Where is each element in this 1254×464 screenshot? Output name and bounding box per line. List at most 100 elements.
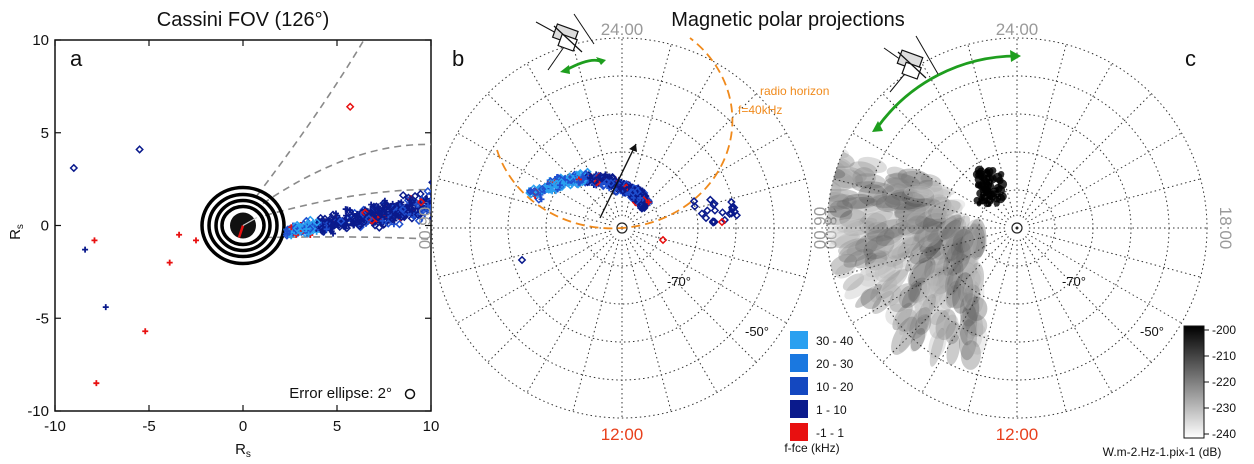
emission-patch (844, 271, 879, 300)
emission-patch (837, 217, 878, 233)
emission-patch (958, 229, 980, 258)
emission-patch (909, 280, 928, 302)
emission-patch (900, 170, 934, 190)
data-point-diamond (437, 215, 443, 221)
emission-patch (849, 161, 878, 177)
data-point-plus (91, 237, 98, 244)
local-time-meridian (1025, 93, 1152, 220)
emission-patch (965, 314, 988, 337)
data-point-plus (607, 174, 614, 181)
emission-patch (907, 256, 936, 288)
emission-patch (870, 231, 901, 256)
emission-patch (932, 266, 954, 295)
emission-patch (965, 266, 982, 290)
emission-patch (846, 235, 884, 256)
data-point-diamond (442, 203, 448, 209)
data-point-diamond (633, 187, 642, 196)
emission-peak (995, 193, 1006, 204)
emission-patch (960, 262, 976, 296)
data-point-diamond (428, 215, 431, 221)
emission-patch (931, 228, 952, 249)
data-point-plus (284, 227, 291, 234)
emission-patch (835, 262, 856, 279)
emission-patch (960, 245, 979, 278)
emission-patch (963, 276, 975, 309)
emission-patch (899, 298, 922, 336)
latitude-label: -70° (1062, 274, 1086, 289)
data-point-diamond (428, 179, 431, 186)
data-point-plus (379, 217, 386, 224)
y-tick-label: 5 (41, 125, 49, 142)
emission-patch (874, 256, 904, 282)
emission-patch (867, 218, 908, 242)
emission-patch (945, 321, 961, 345)
emission-patch (829, 199, 853, 218)
emission-patch (906, 192, 931, 205)
data-point-diamond (517, 255, 527, 265)
data-point-diamond (710, 206, 720, 215)
emission-patch (952, 228, 974, 253)
emission-patch (919, 231, 943, 253)
data-point-plus (538, 196, 545, 203)
emission-patch (907, 307, 930, 335)
emission-patch (831, 221, 861, 234)
y-tick-label: 10 (32, 32, 49, 49)
data-point-diamond (658, 235, 668, 245)
data-point-diamond (307, 224, 317, 234)
latitude-circle (507, 113, 737, 343)
legend-label: 1 - 10 (816, 403, 847, 417)
data-point-plus (432, 195, 438, 201)
local-time-meridian (633, 230, 806, 278)
emission-patch (933, 212, 966, 243)
data-point-plus (176, 231, 183, 238)
x-tick-label: -5 (142, 418, 155, 435)
emission-patch (870, 193, 904, 209)
data-point-diamond (584, 171, 593, 180)
y-tick-label: -5 (36, 310, 49, 327)
data-point-plus (342, 216, 349, 223)
data-point-diamond (305, 224, 315, 234)
saturn-ring (200, 185, 286, 266)
emission-patch (890, 220, 921, 241)
data-point-plus (637, 194, 644, 201)
emission-patch (882, 263, 912, 292)
emission-peak (987, 202, 992, 207)
data-point-diamond (444, 191, 450, 197)
saturn-ring (207, 192, 279, 259)
data-point-diamond (418, 206, 427, 216)
saturn-ring (220, 204, 266, 247)
emission-patch (924, 225, 950, 249)
data-point-diamond (359, 217, 369, 227)
data-point-diamond (320, 214, 330, 224)
emission-patch (897, 235, 925, 259)
data-point-diamond (581, 169, 590, 179)
fov-arc-arrow (1010, 50, 1021, 62)
emission-patch (928, 266, 951, 297)
emission-patch (914, 221, 943, 242)
emission-patch (904, 198, 941, 212)
emission-patch (972, 222, 986, 258)
emission-patch (867, 183, 909, 203)
emission-patch (924, 231, 950, 257)
emission-patch (898, 285, 921, 309)
emission-patch (942, 226, 965, 258)
emission-patch (906, 204, 948, 226)
cassini-icon (883, 35, 939, 93)
legend-title: f-fce (kHz) (784, 441, 839, 455)
clock-label-12: 12:00 (601, 425, 644, 444)
local-time-meridian (572, 44, 620, 217)
emission-patch (870, 276, 898, 303)
emission-patch (858, 184, 888, 206)
data-point-diamond (404, 193, 413, 202)
emission-patch (957, 226, 976, 268)
data-point-diamond (727, 209, 736, 218)
emission-patch (946, 263, 961, 295)
error-ellipse-annotation: Error ellipse: 2° (289, 385, 392, 402)
emission-patch (854, 173, 886, 189)
local-time-meridian (1027, 233, 1182, 324)
panel-a: a -10 -5 0 5 10 10 5 0 -5 -10 Rs Rs Error ellipse… (7, 32, 450, 460)
emission-patch (938, 219, 960, 240)
emission-patch (927, 267, 950, 291)
data-point-diamond (413, 210, 423, 219)
